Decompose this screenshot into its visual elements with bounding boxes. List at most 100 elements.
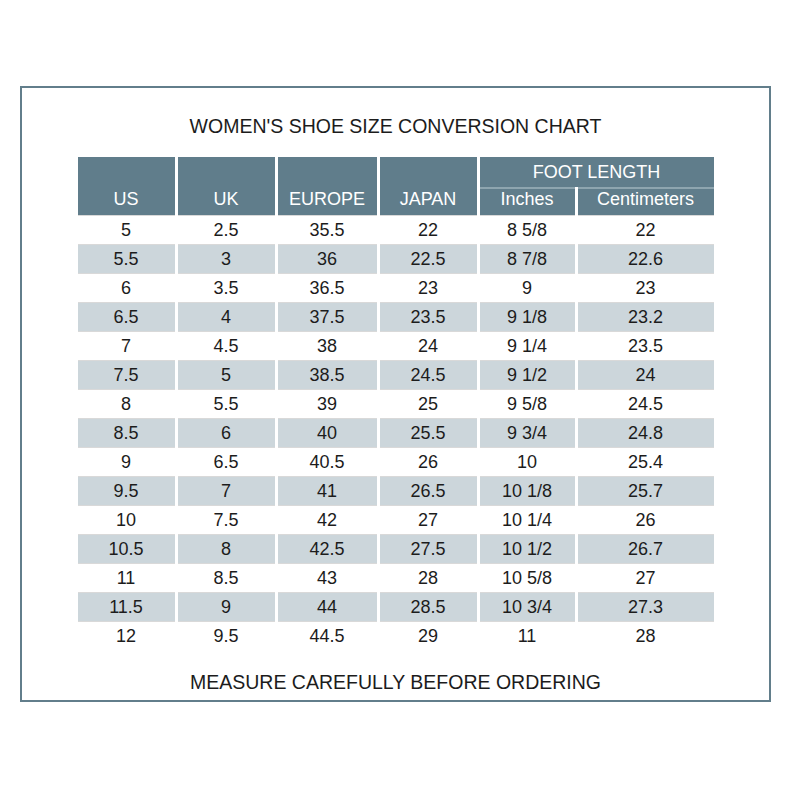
table-cell: 2.5 <box>178 215 275 244</box>
table-row: 10.5842.527.510 1/226.7 <box>78 534 714 563</box>
table-cell: 10 3/4 <box>480 592 575 621</box>
table-cell: 24.5 <box>578 389 714 418</box>
table-row: 96.540.5261025.4 <box>78 447 714 476</box>
table-cell: 10 <box>480 447 575 476</box>
table-cell: 27.5 <box>380 534 477 563</box>
table-cell: 11 <box>78 563 175 592</box>
table-cell: 22.5 <box>380 244 477 273</box>
table-cell: 36 <box>278 244 377 273</box>
table-cell: 4 <box>178 302 275 331</box>
table-cell: 9.5 <box>178 621 275 650</box>
conversion-table: US UK EUROPE JAPAN FOOT LENGTH Inches Ce… <box>75 157 717 650</box>
table-cell: 23.2 <box>578 302 714 331</box>
column-header-uk: UK <box>178 157 275 215</box>
table-cell: 36.5 <box>278 273 377 302</box>
table-cell: 11 <box>480 621 575 650</box>
table-cell: 28 <box>578 621 714 650</box>
table-cell: 9.5 <box>78 476 175 505</box>
table-cell: 27 <box>578 563 714 592</box>
table-row: 52.535.5228 5/822 <box>78 215 714 244</box>
table-header: US UK EUROPE JAPAN FOOT LENGTH Inches Ce… <box>78 157 714 215</box>
table-cell: 9 <box>78 447 175 476</box>
table-cell: 44 <box>278 592 377 621</box>
table-cell: 40 <box>278 418 377 447</box>
column-header-us: US <box>78 157 175 215</box>
table-cell: 7.5 <box>178 505 275 534</box>
table-cell: 28 <box>380 563 477 592</box>
table-row: 9.574126.510 1/825.7 <box>78 476 714 505</box>
table-cell: 22 <box>380 215 477 244</box>
table-cell: 23 <box>578 273 714 302</box>
table-row: 6.5437.523.59 1/823.2 <box>78 302 714 331</box>
table-body: 52.535.5228 5/8225.533622.58 7/822.663.5… <box>78 215 714 650</box>
chart-frame: WOMEN'S SHOE SIZE CONVERSION CHART US UK… <box>20 86 771 702</box>
table-row: 5.533622.58 7/822.6 <box>78 244 714 273</box>
table-row: 129.544.5291128 <box>78 621 714 650</box>
table-cell: 9 <box>178 592 275 621</box>
table-cell: 10 1/4 <box>480 505 575 534</box>
table-cell: 9 5/8 <box>480 389 575 418</box>
table-cell: 25.7 <box>578 476 714 505</box>
table-cell: 35.5 <box>278 215 377 244</box>
table-row: 118.5432810 5/827 <box>78 563 714 592</box>
table-row: 11.594428.510 3/427.3 <box>78 592 714 621</box>
table-cell: 8.5 <box>178 563 275 592</box>
table-cell: 26.5 <box>380 476 477 505</box>
table-cell: 4.5 <box>178 331 275 360</box>
table-cell: 6 <box>78 273 175 302</box>
table-cell: 6.5 <box>178 447 275 476</box>
table-cell: 10 5/8 <box>480 563 575 592</box>
table-row: 107.5422710 1/426 <box>78 505 714 534</box>
table-cell: 5.5 <box>178 389 275 418</box>
column-header-europe: EUROPE <box>278 157 377 215</box>
table-cell: 11.5 <box>78 592 175 621</box>
table-cell: 29 <box>380 621 477 650</box>
table-cell: 7.5 <box>78 360 175 389</box>
table-cell: 25 <box>380 389 477 418</box>
table-cell: 28.5 <box>380 592 477 621</box>
table-cell: 44.5 <box>278 621 377 650</box>
table-cell: 9 1/4 <box>480 331 575 360</box>
column-header-japan: JAPAN <box>380 157 477 215</box>
table-cell: 27.3 <box>578 592 714 621</box>
table-row: 85.539259 5/824.5 <box>78 389 714 418</box>
column-header-inches: Inches <box>480 187 575 215</box>
table-cell: 24.8 <box>578 418 714 447</box>
table-cell: 8 7/8 <box>480 244 575 273</box>
table-cell: 22 <box>578 215 714 244</box>
table-cell: 5 <box>178 360 275 389</box>
table-row: 63.536.523923 <box>78 273 714 302</box>
table-cell: 26 <box>578 505 714 534</box>
table-cell: 10 1/2 <box>480 534 575 563</box>
table-cell: 37.5 <box>278 302 377 331</box>
page-title: WOMEN'S SHOE SIZE CONVERSION CHART <box>22 112 769 140</box>
table-row: 8.564025.59 3/424.8 <box>78 418 714 447</box>
table-cell: 10.5 <box>78 534 175 563</box>
table-cell: 24 <box>380 331 477 360</box>
table-cell: 3 <box>178 244 275 273</box>
table-cell: 39 <box>278 389 377 418</box>
table-cell: 8.5 <box>78 418 175 447</box>
table-row: 7.5538.524.59 1/224 <box>78 360 714 389</box>
table-cell: 40.5 <box>278 447 377 476</box>
table-row: 74.538249 1/423.5 <box>78 331 714 360</box>
table-cell: 24.5 <box>380 360 477 389</box>
table-cell: 8 <box>78 389 175 418</box>
table-cell: 38.5 <box>278 360 377 389</box>
table-cell: 10 1/8 <box>480 476 575 505</box>
table-cell: 38 <box>278 331 377 360</box>
table-cell: 23.5 <box>578 331 714 360</box>
table-cell: 6 <box>178 418 275 447</box>
table-cell: 9 1/8 <box>480 302 575 331</box>
table-cell: 7 <box>178 476 275 505</box>
table-cell: 5.5 <box>78 244 175 273</box>
table-cell: 9 3/4 <box>480 418 575 447</box>
table-cell: 41 <box>278 476 377 505</box>
column-group-foot-length: FOOT LENGTH <box>480 157 714 187</box>
table-cell: 10 <box>78 505 175 534</box>
table-cell: 25.4 <box>578 447 714 476</box>
table-cell: 23 <box>380 273 477 302</box>
table-cell: 12 <box>78 621 175 650</box>
table-cell: 24 <box>578 360 714 389</box>
table-cell: 22.6 <box>578 244 714 273</box>
